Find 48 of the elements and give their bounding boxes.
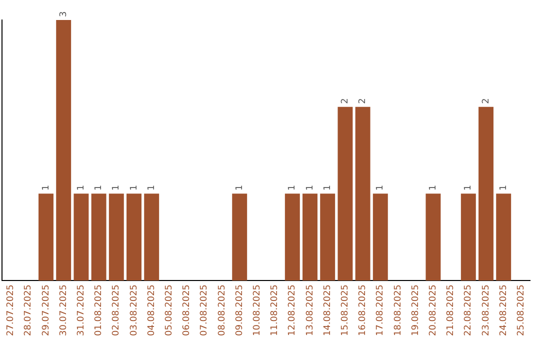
data-label: 1: [498, 184, 509, 191]
data-label: 1: [305, 184, 316, 191]
x-tick-label: 08.08.2025: [217, 284, 228, 336]
x-tick-label: 01.08.2025: [94, 284, 104, 336]
x-tick-label: 19.08.2025: [410, 284, 421, 336]
x-tick-label: 14.08.2025: [322, 284, 333, 336]
x-tick-label: 05.08.2025: [164, 284, 175, 336]
data-label: 1: [146, 184, 157, 191]
data-label: 1: [376, 184, 386, 191]
data-label: 1: [428, 184, 439, 191]
x-tick-label: 24.08.2025: [498, 284, 509, 336]
data-label: 3: [58, 11, 69, 17]
data-label: 1: [288, 184, 298, 191]
data-label: 1: [464, 184, 474, 191]
x-tick-label: 28.07.2025: [24, 284, 34, 336]
x-tick-label: 30.07.2025: [58, 284, 69, 336]
x-tick-label: 07.08.2025: [200, 284, 210, 336]
x-tick-label: 31.07.2025: [76, 284, 87, 336]
data-label: 2: [481, 98, 492, 104]
data-label: 1: [94, 184, 104, 191]
x-tick-label: 02.08.2025: [112, 284, 122, 336]
x-tick-label: 23.08.2025: [481, 284, 492, 336]
x-tick-label: 21.08.2025: [446, 284, 456, 336]
data-label: 1: [234, 184, 245, 191]
x-tick-label: 16.08.2025: [358, 284, 368, 336]
x-tick-label: 13.08.2025: [305, 284, 316, 336]
x-tick-label: 12.08.2025: [288, 284, 298, 336]
x-tick-label: 20.08.2025: [428, 284, 439, 336]
x-tick-label: 09.08.2025: [234, 284, 245, 336]
x-tick-label: 15.08.2025: [340, 284, 351, 336]
x-tick-label: 11.08.2025: [270, 284, 280, 336]
data-label: 2: [358, 98, 368, 104]
data-label: 1: [76, 184, 87, 191]
x-tick-label: 04.08.2025: [146, 284, 157, 336]
x-tick-label: 25.08.2025: [516, 284, 527, 336]
data-label: 1: [322, 184, 333, 191]
x-tick-label: 27.07.2025: [6, 284, 16, 336]
data-label: 1: [112, 184, 122, 191]
x-tick-label: 29.07.2025: [41, 284, 52, 336]
data-label: 1: [41, 184, 52, 191]
x-tick-label: 10.08.2025: [252, 284, 263, 336]
data-label: 2: [340, 98, 351, 104]
x-tick-label: 03.08.2025: [129, 284, 140, 336]
data-label: 1: [129, 184, 140, 191]
x-tick-label: 22.08.2025: [464, 284, 474, 336]
x-tick-label: 17.08.2025: [376, 284, 386, 336]
x-tick-label: 06.08.2025: [182, 284, 192, 336]
x-tick-label: 18.08.2025: [393, 284, 404, 336]
